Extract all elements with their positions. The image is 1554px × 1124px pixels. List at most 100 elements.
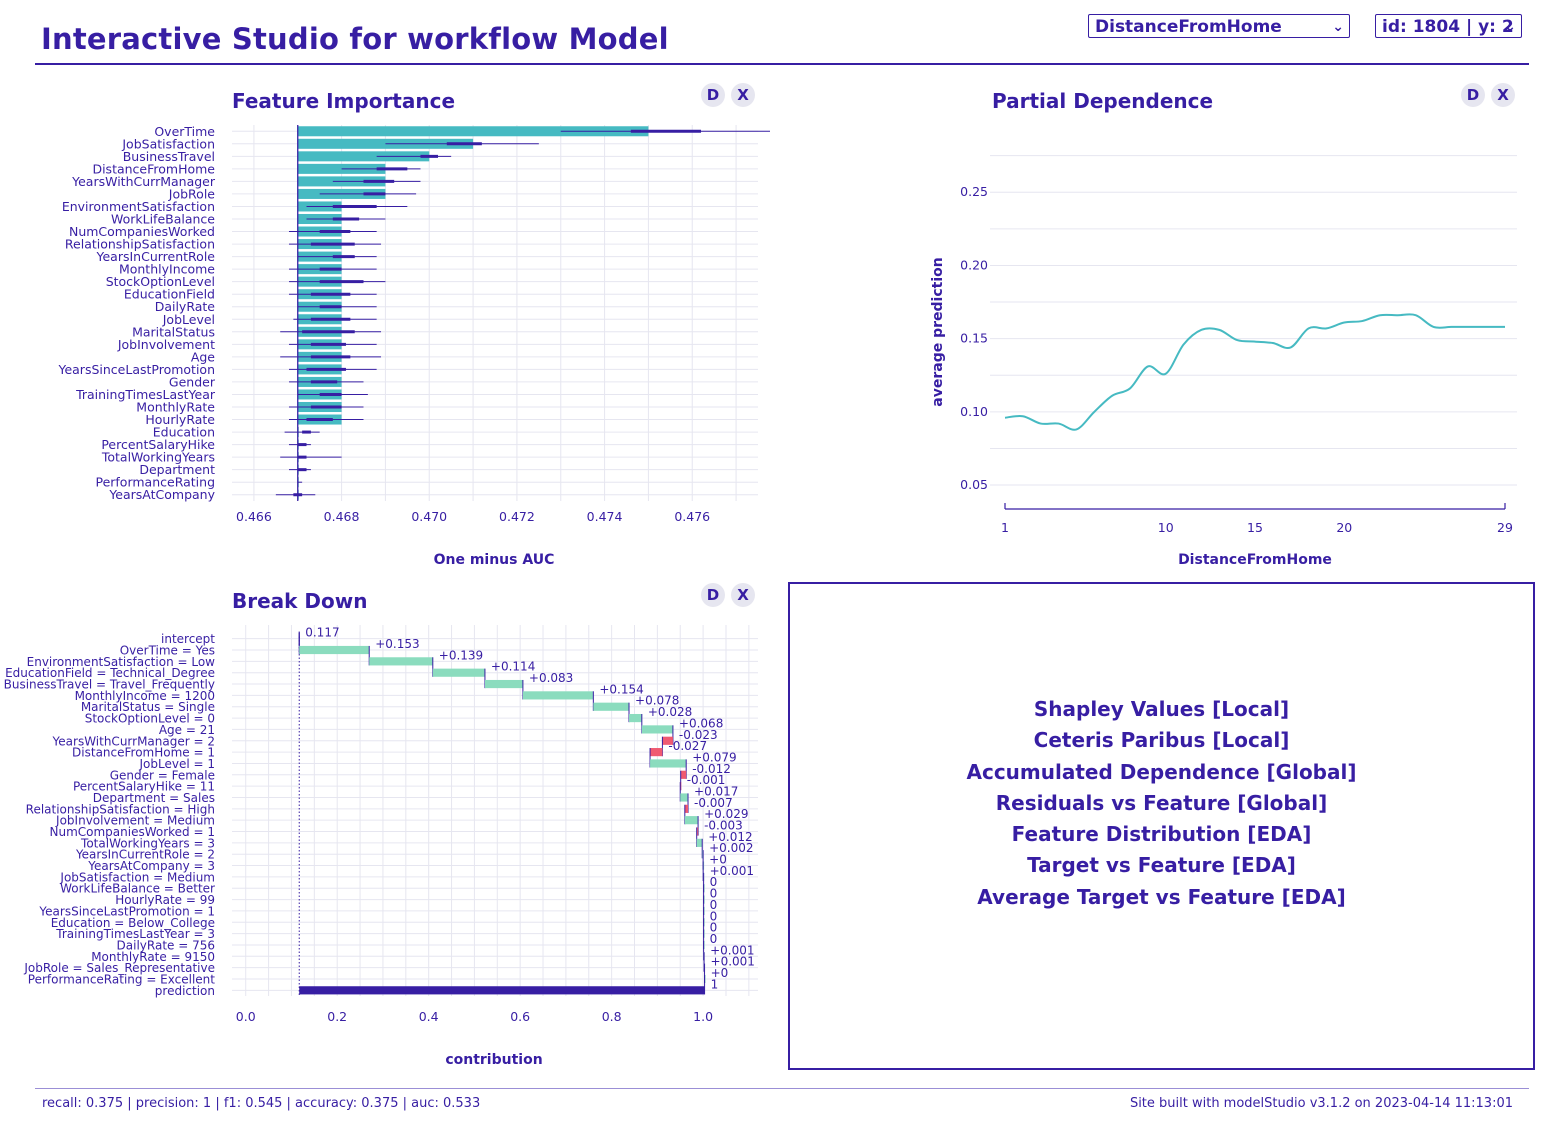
partial-dependence-title: Partial Dependence <box>992 89 1214 113</box>
fi-feature-label: EducationField <box>124 287 215 302</box>
fi-bar <box>297 151 430 162</box>
fi-tick-label: 0.468 <box>324 509 360 524</box>
bd-bar <box>696 838 703 847</box>
model-metrics: recall: 0.375 | precision: 1 | f1: 0.545… <box>42 1096 481 1111</box>
pd-line <box>1004 313 1505 431</box>
bd-variable-label: MaritalStatus = Single <box>81 700 215 714</box>
pd-close-button[interactable]: X <box>1491 83 1515 107</box>
bd-variable-label: prediction <box>155 984 215 998</box>
chevron-down-icon: ⌄ <box>1504 19 1516 35</box>
pd-details-button[interactable]: D <box>1461 83 1485 107</box>
menu-item[interactable]: Shapley Values [Local] <box>1033 697 1290 721</box>
bd-details-button[interactable]: D <box>701 583 725 607</box>
menu-item[interactable]: Accumulated Dependence [Global] <box>966 759 1357 784</box>
bd-variable-label: TotalWorkingYears = 3 <box>80 836 215 850</box>
bd-value-label: +0.001 <box>710 943 754 957</box>
menu-item[interactable]: Residuals vs Feature [Global] <box>995 790 1328 815</box>
fi-feature-label: NumCompaniesWorked <box>69 224 215 239</box>
pd-x-tick-label: 15 <box>1247 520 1263 535</box>
fi-feature-label: Education <box>153 425 215 440</box>
bd-value-label: 1 <box>711 977 719 991</box>
bd-value-label: +0.068 <box>679 716 723 730</box>
app-title: Interactive Studio for workflow Model <box>41 22 669 56</box>
bd-tick-label: 0.4 <box>419 1009 439 1024</box>
feature-importance-title: Feature Importance <box>232 89 456 113</box>
pd-y-tick-label: 0.15 <box>960 331 988 346</box>
fi-feature-label: Gender <box>169 374 216 389</box>
fi-feature-label: YearsAtCompany <box>108 487 215 502</box>
pd-x-tick-label: 1 <box>1001 520 1009 535</box>
chevron-down-icon: ⌄ <box>1332 19 1344 35</box>
bd-value-label: -0.012 <box>692 762 731 776</box>
bd-bar <box>684 816 699 825</box>
bd-bar <box>369 657 433 666</box>
pd-y-tick-label: 0.25 <box>960 184 988 199</box>
fi-feature-label: HourlyRate <box>145 412 215 427</box>
fi-feature-label: BusinessTravel <box>123 149 215 164</box>
bd-tick-label: 0.2 <box>327 1009 347 1024</box>
menu-item[interactable]: Average Target vs Feature [EDA] <box>977 884 1346 909</box>
bd-variable-label: JobLevel = 1 <box>139 757 216 771</box>
break-down-chart: 0.117 intercept +0.153 OverTime = Yes +0.139… <box>4 625 758 1068</box>
fi-feature-label: YearsSinceLastPromotion <box>57 362 215 377</box>
variable-select[interactable]: DistanceFromHome ⌄ <box>1088 14 1350 38</box>
bd-value-label: +0.002 <box>709 841 753 855</box>
bd-variable-label: OverTime = Yes <box>120 644 215 658</box>
fi-feature-label: OverTime <box>154 124 215 139</box>
bd-tick-label: 0.0 <box>236 1009 256 1024</box>
fi-x-axis-label: One minus AUC <box>434 552 555 568</box>
fi-feature-label: DailyRate <box>155 299 216 314</box>
bd-bar <box>684 804 689 813</box>
bd-bar <box>696 827 699 836</box>
fi-feature-label: WorkLifeBalance <box>111 212 215 227</box>
bd-value-label: 0 <box>710 875 718 889</box>
bd-variable-label: Age = 21 <box>159 723 215 737</box>
bd-bar <box>299 986 705 995</box>
bd-variable-label: YearsInCurrentRole = 2 <box>75 848 215 862</box>
pd-x-axis-label: DistanceFromHome <box>1178 552 1332 568</box>
menu-item[interactable]: Ceteris Paribus [Local] <box>1033 728 1290 753</box>
bd-close-button[interactable]: X <box>731 583 755 607</box>
fi-feature-label: RelationshipSatisfaction <box>65 237 215 252</box>
bd-variable-label: HourlyRate = 99 <box>115 893 215 907</box>
bd-variable-label: YearsAtCompany = 3 <box>87 859 215 873</box>
partial-dependence-chart: 0.05 0.10 0.15 0.20 0.25 1 10 15 20 29 DistanceFro… <box>930 155 1517 568</box>
pd-x-tick-label: 20 <box>1336 520 1352 535</box>
bd-variable-label: YearsWithCurrManager = 2 <box>52 734 215 748</box>
bd-bar <box>641 725 673 734</box>
bd-value-label: +0 <box>711 966 729 980</box>
bd-variable-label: MonthlyIncome = 1200 <box>75 689 215 703</box>
bd-bar <box>629 713 642 723</box>
bd-bar <box>650 759 687 768</box>
bd-variable-label: StockOptionLevel = 0 <box>85 712 215 726</box>
bd-variable-label: NumCompaniesWorked = 1 <box>49 825 215 839</box>
menu-item[interactable]: Feature Distribution [EDA] <box>1011 822 1312 847</box>
fi-feature-label: PerformanceRating <box>95 475 215 490</box>
pd-y-tick-label: 0.10 <box>960 404 988 419</box>
bd-variable-label: MonthlyRate = 9150 <box>91 950 215 964</box>
bd-variable-label: DistanceFromHome = 1 <box>72 746 215 760</box>
observation-select-value: id: 1804 | y: 2 <box>1382 17 1514 37</box>
bd-value-label: 0.117 <box>305 626 339 640</box>
fi-tick-label: 0.466 <box>236 509 272 524</box>
bd-variable-label: YearsSinceLastPromotion = 1 <box>38 904 215 918</box>
bd-value-label: 0 <box>710 932 718 946</box>
fi-feature-label: MaritalStatus <box>132 324 215 339</box>
variable-select-value: DistanceFromHome <box>1095 17 1282 37</box>
menu-item[interactable]: Target vs Feature [EDA] <box>1027 853 1296 878</box>
pd-x-tick-label: 10 <box>1158 520 1174 535</box>
bd-value-label: +0.001 <box>711 955 755 969</box>
bd-variable-label: RelationshipSatisfaction = High <box>26 802 215 816</box>
bd-bar <box>662 736 673 745</box>
fi-feature-label: EnvironmentSatisfaction <box>62 199 215 214</box>
fi-close-button[interactable]: X <box>731 83 755 107</box>
fi-details-button[interactable]: D <box>701 83 725 107</box>
bd-value-label: +0.028 <box>648 705 692 719</box>
bd-bar <box>299 645 370 655</box>
fi-bar <box>297 126 649 137</box>
observation-select[interactable]: id: 1804 | y: 2 ⌄ <box>1375 14 1522 38</box>
fi-feature-label: TrainingTimesLastYear <box>75 387 216 402</box>
bd-x-axis-label: contribution <box>445 1052 542 1068</box>
break-down-title: Break Down <box>232 589 368 613</box>
bd-value-label: 0 <box>710 909 718 923</box>
